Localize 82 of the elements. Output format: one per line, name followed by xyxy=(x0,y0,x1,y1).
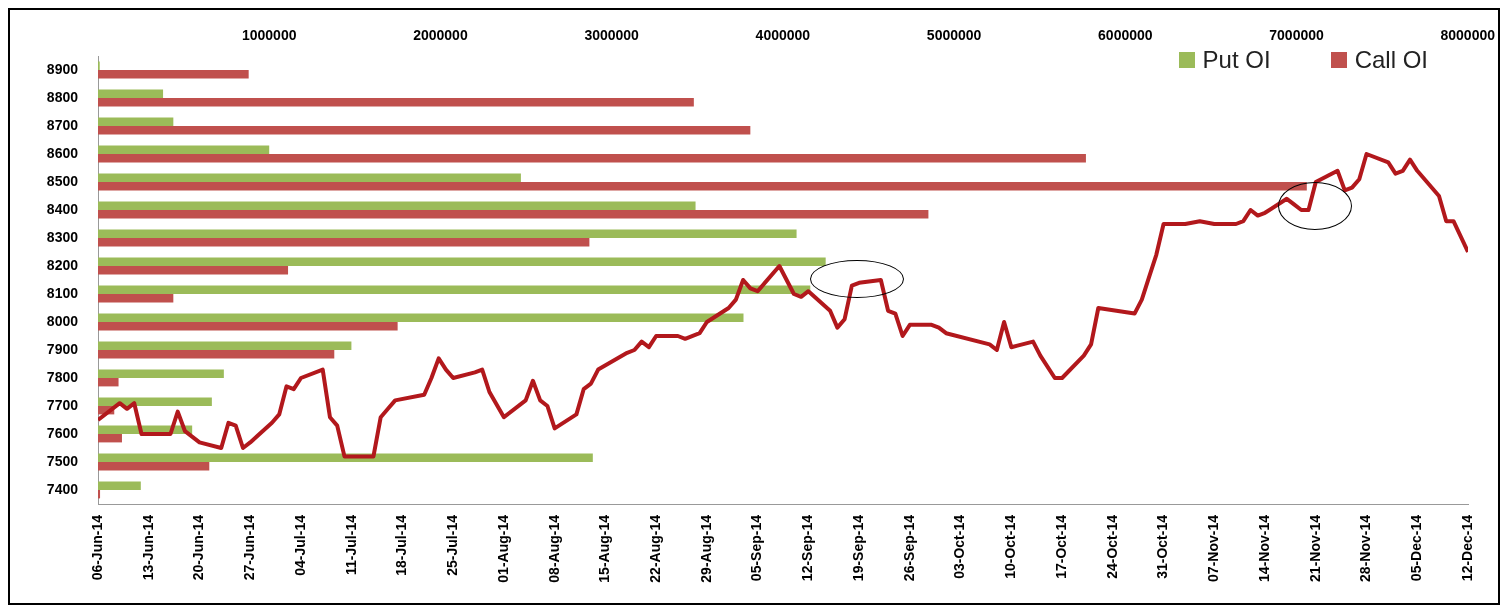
x-tick-label: 21-Nov-14 xyxy=(1306,514,1323,582)
bar xyxy=(98,481,141,490)
x-tick-label: 12-Dec-14 xyxy=(1458,514,1475,582)
x-tick-label: 07-Nov-14 xyxy=(1205,514,1222,582)
bar xyxy=(98,341,352,350)
x-tick-label: 13-Jun-14 xyxy=(139,514,156,581)
bar xyxy=(98,70,249,79)
bar xyxy=(98,490,101,499)
y-tick-label: 7800 xyxy=(46,368,79,385)
x-tick-label: 1000000 xyxy=(241,27,297,44)
y-tick-label: 8400 xyxy=(46,200,79,217)
y-tick-label: 8600 xyxy=(46,144,79,161)
bar xyxy=(98,462,210,471)
y-tick-label: 7900 xyxy=(46,340,79,357)
x-tick-label: 5000000 xyxy=(926,27,982,44)
bar xyxy=(98,313,744,322)
x-tick-label: 3000000 xyxy=(584,27,640,44)
bar xyxy=(98,210,929,219)
legend-label: Call OI xyxy=(1354,46,1428,74)
x-tick-label: 6000000 xyxy=(1098,27,1153,44)
bar xyxy=(98,98,694,107)
bar xyxy=(98,182,1307,191)
bar xyxy=(98,145,270,154)
bar xyxy=(98,378,119,387)
y-tick-label: 7500 xyxy=(46,452,79,469)
y-tick-label: 7600 xyxy=(46,424,79,441)
x-tick-label: 2000000 xyxy=(413,27,468,44)
bar xyxy=(98,322,398,331)
x-tick-label: 24-Oct-14 xyxy=(1103,514,1120,579)
bar xyxy=(98,294,174,303)
bar xyxy=(98,257,826,266)
y-tick-label: 8200 xyxy=(46,256,79,273)
x-tick-label: 10-Oct-14 xyxy=(1002,514,1019,579)
x-tick-label: 25-Jul-14 xyxy=(444,514,461,576)
y-tick-label: 8500 xyxy=(46,172,79,189)
bar xyxy=(98,285,811,294)
bar xyxy=(98,173,521,182)
y-tick-label: 8900 xyxy=(46,60,79,77)
x-tick-label: 7000000 xyxy=(1269,27,1324,44)
bar xyxy=(98,453,593,462)
x-tick-label: 12-Sep-14 xyxy=(799,514,816,582)
x-tick-label: 05-Sep-14 xyxy=(748,514,765,582)
bar xyxy=(98,369,224,378)
x-tick-label: 20-Jun-14 xyxy=(190,514,207,581)
x-tick-label: 4000000 xyxy=(755,27,811,44)
bar xyxy=(98,238,590,247)
bar xyxy=(98,266,289,275)
bar xyxy=(98,434,122,443)
x-tick-label: 04-Jul-14 xyxy=(291,514,308,576)
x-tick-label: 19-Sep-14 xyxy=(849,514,866,582)
y-tick-label: 8300 xyxy=(46,228,79,245)
x-tick-label: 17-Oct-14 xyxy=(1052,514,1069,579)
x-tick-label: 29-Aug-14 xyxy=(697,514,714,583)
x-tick-label: 08-Aug-14 xyxy=(545,514,562,583)
y-tick-label: 8100 xyxy=(46,284,79,301)
y-tick-label: 8700 xyxy=(46,116,79,133)
y-tick-label: 8800 xyxy=(46,88,79,105)
y-tick-label: 7400 xyxy=(46,480,79,497)
x-tick-label: 14-Nov-14 xyxy=(1255,514,1272,582)
bar xyxy=(98,126,751,135)
x-tick-label: 28-Nov-14 xyxy=(1357,514,1374,582)
x-tick-label: 06-Jun-14 xyxy=(88,514,105,581)
bar xyxy=(98,229,797,238)
y-tick-label: 8000 xyxy=(46,312,79,329)
bar xyxy=(98,89,164,98)
x-tick-label: 18-Jul-14 xyxy=(393,514,410,576)
x-tick-label: 8000000 xyxy=(1440,27,1496,44)
x-tick-label: 05-Dec-14 xyxy=(1408,514,1425,582)
y-tick-label: 7700 xyxy=(46,396,79,413)
x-tick-label: 11-Jul-14 xyxy=(342,514,359,575)
bar xyxy=(98,117,174,126)
legend-label: Put OI xyxy=(1202,46,1271,74)
x-tick-label: 22-Aug-14 xyxy=(647,514,664,583)
bar xyxy=(98,201,696,210)
x-tick-label: 27-Jun-14 xyxy=(241,514,258,581)
x-tick-label: 03-Oct-14 xyxy=(951,514,968,579)
x-tick-label: 31-Oct-14 xyxy=(1154,514,1171,579)
x-tick-label: 26-Sep-14 xyxy=(900,514,917,582)
x-tick-label: 15-Aug-14 xyxy=(596,514,613,583)
x-tick-label: 01-Aug-14 xyxy=(494,514,511,583)
bar xyxy=(98,350,335,359)
bar xyxy=(98,154,1086,163)
